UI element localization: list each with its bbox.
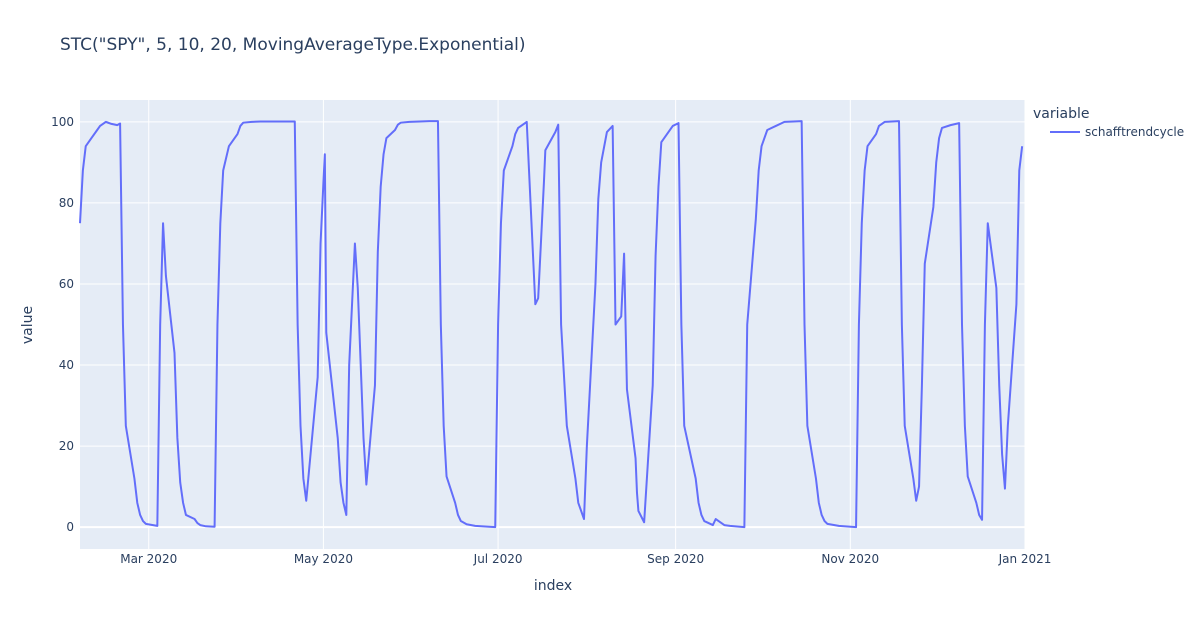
legend-label: schafftrendcycle	[1085, 125, 1184, 139]
y-tick-label: 0	[66, 520, 74, 534]
data-line	[79, 120, 1024, 529]
x-tick-label: Jul 2020	[473, 552, 523, 566]
y-tick-label: 80	[59, 196, 74, 210]
x-axis-title: index	[534, 578, 572, 594]
x-tick-label: Nov 2020	[821, 552, 879, 566]
legend-title: variable	[1033, 106, 1089, 122]
y-tick-label: 100	[51, 115, 74, 129]
plot-area	[80, 100, 1025, 549]
y-axis-title: value	[20, 306, 36, 344]
x-tick-label: May 2020	[294, 552, 353, 566]
x-tick-label: Sep 2020	[647, 552, 704, 566]
y-tick-label: 40	[59, 358, 74, 372]
chart-title: STC("SPY", 5, 10, 20, MovingAverageType.…	[60, 35, 526, 55]
y-tick-label: 20	[59, 439, 74, 453]
y-tick-label: 60	[59, 277, 74, 291]
x-tick-label: Mar 2020	[120, 552, 177, 566]
x-tick-label: Jan 2021	[998, 552, 1052, 566]
marks	[79, 120, 1024, 529]
